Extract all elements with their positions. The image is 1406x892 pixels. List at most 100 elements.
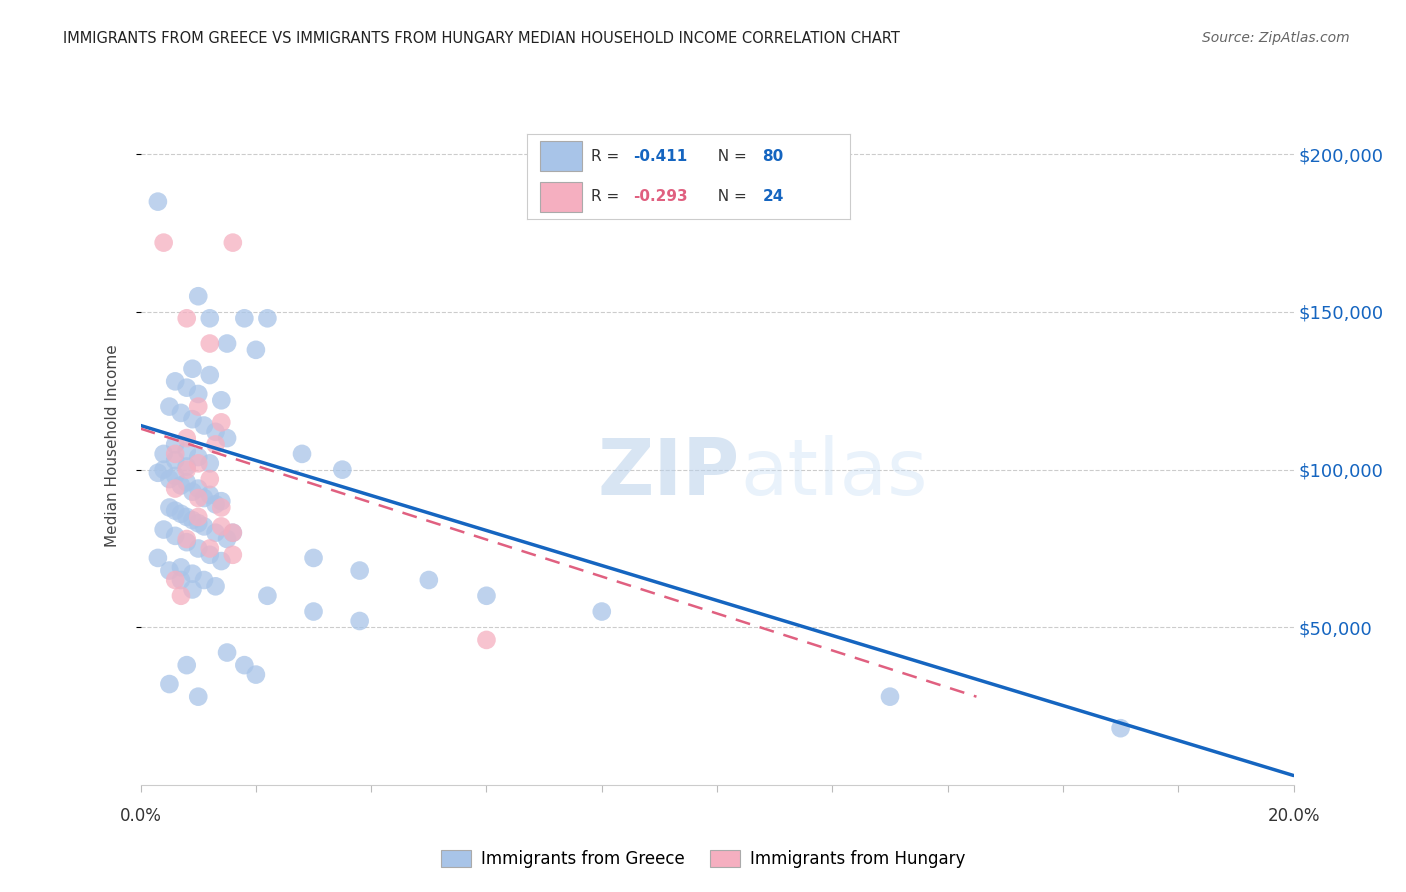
Point [209, 519, 232, 533]
Y-axis label: Median Household Income: Median Household Income [105, 344, 120, 548]
Point [193, 573, 215, 587]
Text: 20.0%: 20.0% [1267, 807, 1320, 825]
Point [181, 484, 204, 499]
Point [146, 194, 169, 209]
Point [181, 566, 204, 581]
Point [198, 488, 221, 502]
Point [217, 431, 239, 445]
Point [1109, 721, 1132, 735]
Text: atlas: atlas [740, 435, 928, 511]
Point [245, 343, 267, 357]
Point [209, 500, 232, 515]
Point [187, 482, 209, 496]
Point [187, 510, 209, 524]
Point [176, 510, 198, 524]
Point [233, 658, 256, 673]
Point [165, 573, 187, 587]
Point [204, 579, 226, 593]
Point [291, 447, 314, 461]
Point [222, 525, 245, 540]
Point [193, 418, 215, 433]
Point [170, 507, 193, 521]
Point [170, 573, 193, 587]
Point [475, 632, 498, 647]
Point [209, 393, 232, 408]
Point [349, 564, 371, 578]
Point [165, 437, 187, 451]
Point [187, 690, 209, 704]
Point [165, 469, 187, 483]
Point [159, 400, 180, 414]
Point [209, 494, 232, 508]
Point [146, 466, 169, 480]
Point [193, 491, 215, 505]
Point [198, 336, 221, 351]
Point [187, 541, 209, 556]
Point [176, 443, 198, 458]
Point [165, 375, 187, 389]
Point [193, 519, 215, 533]
Point [187, 400, 209, 414]
Point [152, 523, 174, 537]
Point [176, 311, 198, 326]
Point [217, 532, 239, 546]
Point [176, 532, 198, 546]
Point [165, 453, 187, 467]
Point [176, 658, 198, 673]
Point [233, 311, 256, 326]
Point [181, 412, 204, 426]
Legend: Immigrants from Greece, Immigrants from Hungary: Immigrants from Greece, Immigrants from … [434, 843, 972, 875]
Point [591, 605, 613, 619]
Point [176, 535, 198, 549]
Point [198, 541, 221, 556]
Point [152, 235, 174, 250]
Point [181, 513, 204, 527]
Point [146, 550, 169, 565]
Point [187, 289, 209, 303]
Point [418, 573, 440, 587]
Text: 0.0%: 0.0% [120, 807, 162, 825]
Point [198, 548, 221, 562]
Point [165, 482, 187, 496]
Point [181, 361, 204, 376]
Point [198, 472, 221, 486]
Point [165, 503, 187, 517]
Text: IMMIGRANTS FROM GREECE VS IMMIGRANTS FROM HUNGARY MEDIAN HOUSEHOLD INCOME CORREL: IMMIGRANTS FROM GREECE VS IMMIGRANTS FRO… [63, 31, 900, 46]
Point [159, 500, 180, 515]
Point [170, 560, 193, 574]
Point [152, 447, 174, 461]
Point [187, 456, 209, 470]
Point [217, 646, 239, 660]
Text: Source: ZipAtlas.com: Source: ZipAtlas.com [1202, 31, 1350, 45]
Point [222, 525, 245, 540]
Point [176, 381, 198, 395]
Point [198, 311, 221, 326]
Point [217, 336, 239, 351]
Point [159, 677, 180, 691]
Point [159, 564, 180, 578]
Point [302, 605, 325, 619]
Point [204, 497, 226, 511]
Point [187, 387, 209, 401]
Point [204, 425, 226, 439]
Point [181, 582, 204, 597]
Point [187, 516, 209, 531]
Point [176, 475, 198, 490]
Point [349, 614, 371, 628]
Point [170, 478, 193, 492]
Point [170, 589, 193, 603]
Point [165, 447, 187, 461]
Text: ZIP: ZIP [598, 435, 740, 511]
Point [302, 550, 325, 565]
Point [159, 472, 180, 486]
Point [332, 463, 354, 477]
Point [176, 431, 198, 445]
Point [198, 368, 221, 382]
Point [475, 589, 498, 603]
Point [176, 459, 198, 474]
Point [209, 554, 232, 568]
Point [256, 589, 278, 603]
Point [165, 529, 187, 543]
Point [152, 463, 174, 477]
Point [256, 311, 278, 326]
